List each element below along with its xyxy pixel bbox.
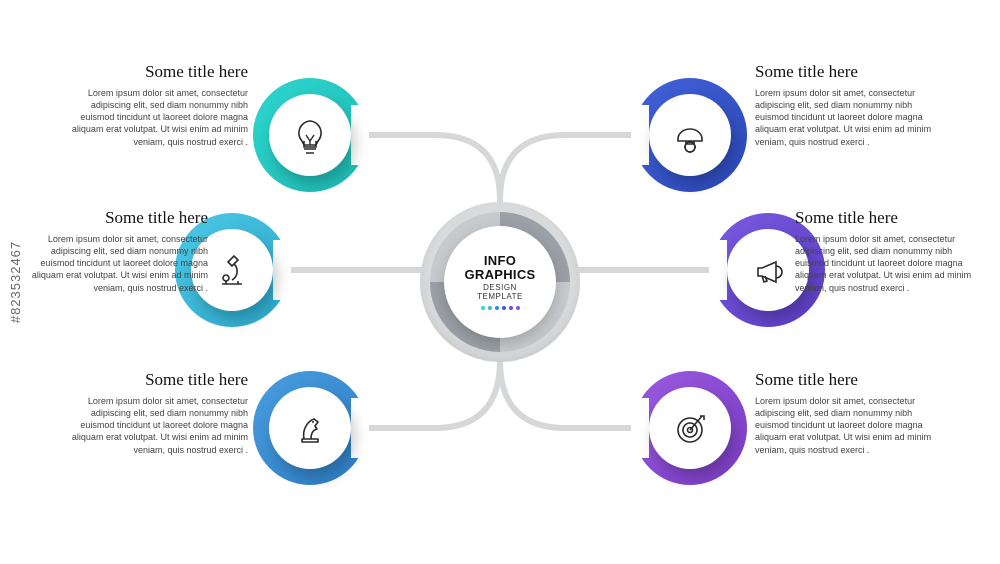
text-body: Lorem ipsum dolor sit amet, consectetur …: [58, 395, 248, 456]
center-dot: [516, 306, 520, 310]
node-ring-gap: [273, 240, 291, 300]
text-body: Lorem ipsum dolor sit amet, consectetur …: [755, 395, 945, 456]
center-hub-inner: INFO GRAPHICS DESIGN TEMPLATE: [444, 226, 556, 338]
node-inner: [649, 94, 731, 176]
node-inner: [649, 387, 731, 469]
node-ring-gap: [351, 105, 369, 165]
node-n4: [633, 78, 747, 192]
text-block-n5: Some title here Lorem ipsum dolor sit ame…: [795, 208, 985, 294]
node-ring-gap: [631, 398, 649, 458]
text-title: Some title here: [755, 62, 945, 82]
center-hub: INFO GRAPHICS DESIGN TEMPLATE: [420, 202, 580, 362]
center-dot: [502, 306, 506, 310]
text-title: Some title here: [58, 62, 248, 82]
text-body: Lorem ipsum dolor sit amet, consectetur …: [58, 87, 248, 148]
text-title: Some title here: [18, 208, 208, 228]
center-subtitle: DESIGN TEMPLATE: [477, 283, 523, 301]
megaphone-icon: [748, 250, 788, 290]
center-dot: [495, 306, 499, 310]
center-title: INFO GRAPHICS: [464, 254, 535, 281]
node-ring-gap: [631, 105, 649, 165]
text-body: Lorem ipsum dolor sit amet, consectetur …: [795, 233, 985, 294]
text-body: Lorem ipsum dolor sit amet, consectetur …: [18, 233, 208, 294]
target-icon: [670, 408, 710, 448]
node-ring-gap: [709, 240, 727, 300]
knight-icon: [290, 408, 330, 448]
text-block-n4: Some title here Lorem ipsum dolor sit ame…: [755, 62, 945, 148]
center-dots: [481, 306, 520, 310]
node-n1: [253, 78, 367, 192]
center-title-line2: GRAPHICS: [464, 267, 535, 282]
watermark-id: #823532467: [8, 241, 23, 323]
text-body: Lorem ipsum dolor sit amet, consectetur …: [755, 87, 945, 148]
node-inner: [269, 387, 351, 469]
text-title: Some title here: [58, 370, 248, 390]
center-dot: [509, 306, 513, 310]
node-inner: [269, 94, 351, 176]
text-block-n3: Some title here Lorem ipsum dolor sit ame…: [58, 370, 248, 456]
node-n6: [633, 371, 747, 485]
node-n3: [253, 371, 367, 485]
text-title: Some title here: [755, 370, 945, 390]
microscope-icon: [212, 250, 252, 290]
center-dot: [488, 306, 492, 310]
center-dot: [481, 306, 485, 310]
text-block-n1: Some title here Lorem ipsum dolor sit ame…: [58, 62, 248, 148]
center-sub-line1: DESIGN: [483, 283, 517, 292]
text-block-n6: Some title here Lorem ipsum dolor sit ame…: [755, 370, 945, 456]
node-ring-gap: [351, 398, 369, 458]
helmet-gear-icon: [670, 115, 710, 155]
text-title: Some title here: [795, 208, 985, 228]
center-sub-line2: TEMPLATE: [477, 292, 523, 301]
text-block-n2: Some title here Lorem ipsum dolor sit ame…: [18, 208, 208, 294]
lightbulb-icon: [290, 115, 330, 155]
infographic-canvas: INFO GRAPHICS DESIGN TEMPLATE Some title…: [0, 0, 1000, 564]
